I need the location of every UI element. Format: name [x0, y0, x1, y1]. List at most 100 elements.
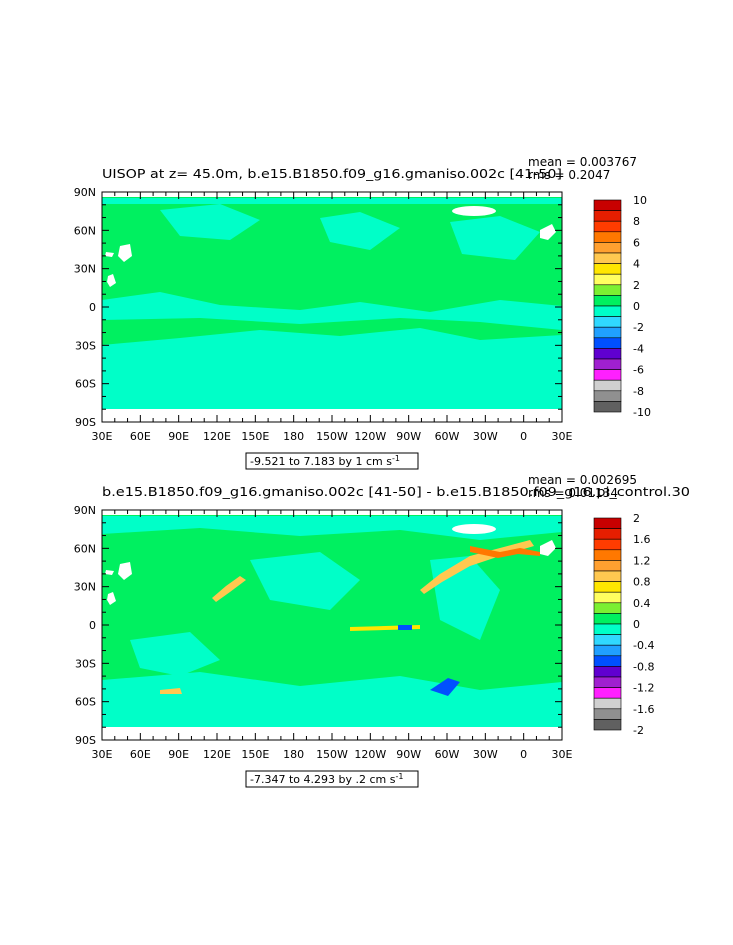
colorbar-label: -0.4 — [633, 639, 654, 652]
colorbar-swatch — [593, 634, 622, 646]
colorbar-label: 0.8 — [633, 576, 651, 589]
colorbar-swatch — [593, 613, 622, 625]
colorbar-swatch — [593, 369, 622, 381]
x-tick-label: 0 — [520, 430, 527, 443]
panel-2-stat-rms: rms = 0.01134 — [528, 486, 618, 500]
panel-2-land-island-west-2 — [105, 570, 114, 575]
y-tick-label: 60S — [75, 696, 96, 709]
colorbar-swatch — [593, 549, 622, 561]
colorbar-label: 0.4 — [633, 597, 651, 610]
colorbar-swatch — [593, 528, 622, 540]
x-tick-label: 180 — [283, 430, 304, 443]
x-tick-label: 60E — [130, 748, 151, 761]
x-tick-label: 30E — [552, 430, 573, 443]
colorbar-label: 0 — [633, 618, 640, 631]
x-tick-label: 150W — [316, 748, 348, 761]
colorbar-swatch — [593, 591, 622, 604]
colorbar-swatch — [593, 623, 622, 635]
panel-2-range-superscript: -1 — [395, 772, 403, 781]
colorbar-label: 10 — [633, 194, 647, 207]
colorbar-swatch — [593, 687, 622, 699]
panel-1-map — [101, 191, 563, 423]
y-tick-label: 60S — [75, 378, 96, 391]
colorbar-label: 1.6 — [633, 533, 651, 546]
colorbar-swatch — [593, 581, 622, 593]
x-tick-label: 150W — [316, 430, 348, 443]
x-tick-label: 120W — [354, 430, 386, 443]
panel-2-land-island-southwest — [107, 592, 116, 605]
panel-1-range-text: -9.521 to 7.183 by 1 cm s — [250, 455, 392, 468]
colorbar-label: 0 — [633, 300, 640, 313]
panel-1-negative-patch-atlantic — [450, 216, 540, 260]
x-tick-label: 150E — [241, 748, 269, 761]
colorbar-label: 2 — [633, 279, 640, 292]
panel-2-negative-patch-pacific — [250, 552, 360, 610]
colorbar-label: 2 — [633, 512, 640, 525]
x-tick-label: 90E — [168, 430, 189, 443]
panel-2: mean = 0.002695 rms = 0.01134 b.e15.B185… — [74, 473, 690, 788]
colorbar-label: -2 — [633, 321, 644, 334]
panel-2-land-island-east — [540, 540, 556, 556]
x-tick-label: 90E — [168, 748, 189, 761]
colorbar-swatch — [593, 295, 622, 307]
x-tick-label: 30E — [92, 748, 113, 761]
colorbar-swatch — [593, 379, 622, 392]
colorbar-swatch — [593, 305, 622, 317]
x-tick-label: 90W — [396, 430, 421, 443]
panel-2-southern-streak — [430, 678, 460, 696]
panel-2-colorbar: 2 1.6 1.2 0.8 0.4 0 -0.4 -0.8 -1.2 -1.6 -2 — [593, 512, 654, 737]
colorbar-label: -2 — [633, 724, 644, 737]
x-tick-label: 120W — [354, 748, 386, 761]
colorbar-swatch — [593, 517, 622, 529]
colorbar-label: 4 — [633, 258, 640, 271]
x-tick-label: 60W — [435, 430, 460, 443]
panel-1-negative-band-south — [102, 328, 562, 410]
y-tick-label: 60N — [74, 224, 96, 237]
colorbar-swatch — [593, 252, 622, 264]
y-tick-label: 0 — [89, 619, 96, 632]
panel-1-land-island-southwest — [107, 274, 116, 287]
colorbar-swatch — [593, 273, 622, 286]
x-tick-label: 30E — [92, 430, 113, 443]
y-tick-label: 30S — [75, 657, 96, 670]
panel-2-x-axis: 30E 60E 90E 120E 150E 180 150W 120W 90W 60W 30W 0 30… — [92, 510, 573, 761]
panel-1-range-label: -9.521 to 7.183 by 1 cm s-1 — [250, 454, 400, 468]
panel-1-x-axis: 30E 60E 90E 120E 150E 180 150W 120W 90W 60W 30W 0 30… — [92, 192, 573, 443]
colorbar-label: 6 — [633, 236, 640, 249]
panel-1: mean = 0.003767 rms = 0.2047 UISOP at z=… — [74, 155, 651, 470]
panel-2-range-label: -7.347 to 4.293 by .2 cm s-1 — [250, 772, 403, 786]
colorbar-label: -0.8 — [633, 660, 654, 673]
colorbar-swatch — [593, 358, 622, 370]
panel-1-stat-mean: mean = 0.003767 — [528, 155, 637, 169]
colorbar-swatch — [593, 326, 622, 339]
panel-1-negative-patch-arctic — [102, 198, 562, 204]
x-tick-label: 60E — [130, 430, 151, 443]
colorbar-swatch — [593, 231, 622, 243]
x-tick-label: 180 — [283, 748, 304, 761]
x-tick-label: 120E — [203, 748, 231, 761]
colorbar-label: -10 — [633, 406, 651, 419]
y-tick-label: 90N — [74, 504, 96, 517]
panel-2-southern-streak-2 — [160, 688, 182, 694]
x-tick-label: 60W — [435, 748, 460, 761]
panel-1-colorbar: 10 8 6 4 2 0 -2 -4 -6 -8 -10 — [593, 194, 651, 419]
colorbar-swatch — [593, 220, 622, 233]
panel-1-negative-band-tropics — [102, 292, 562, 330]
y-tick-label: 90S — [75, 734, 96, 747]
x-tick-label: 150E — [241, 430, 269, 443]
panel-1-negative-patch-nw — [160, 204, 260, 240]
colorbar-label: -4 — [633, 342, 644, 355]
colorbar-label: -6 — [633, 364, 644, 377]
panel-2-land-ellipse — [452, 524, 496, 534]
panel-1-land-island-west — [118, 244, 132, 262]
colorbar-swatch — [593, 655, 622, 667]
colorbar-swatch — [593, 560, 622, 572]
colorbar-swatch — [593, 401, 622, 413]
y-tick-label: 60N — [74, 542, 96, 555]
x-tick-label: 0 — [520, 748, 527, 761]
panel-1-land-island-west-2 — [105, 252, 114, 257]
colorbar-swatch — [593, 602, 622, 614]
colorbar-label: 1.2 — [633, 554, 651, 567]
x-tick-label: 30E — [552, 748, 573, 761]
panel-1-negative-patch-pacific — [320, 212, 400, 250]
